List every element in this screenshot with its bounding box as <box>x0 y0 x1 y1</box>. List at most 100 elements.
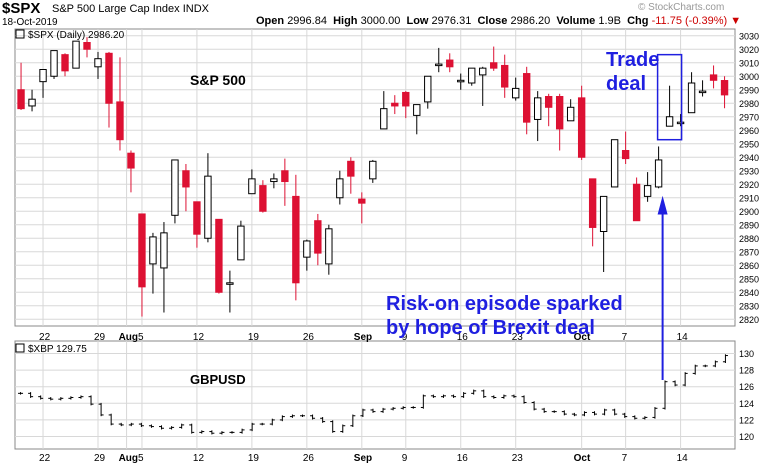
gbp-x-tick: 16 <box>457 453 469 464</box>
candle-body <box>654 159 663 188</box>
gbp-y-tick: 128 <box>739 366 754 376</box>
candle-body <box>643 185 652 197</box>
candle-body <box>116 101 124 141</box>
candle-body <box>204 175 212 239</box>
candle-body <box>281 170 289 183</box>
gbp-x-tick: 7 <box>622 453 628 464</box>
gbp-y-tick: 130 <box>739 349 754 359</box>
candle-body <box>171 159 179 216</box>
candle-body <box>720 80 729 96</box>
price-x-tick: 9 <box>402 332 408 343</box>
price-y-tick: 2850 <box>739 274 759 284</box>
candle-body <box>215 218 223 293</box>
volume-value: 1.9B <box>598 15 621 27</box>
trade-deal-annotation: Trade deal <box>606 48 659 96</box>
candle-body <box>468 67 476 84</box>
candle-body <box>424 75 432 103</box>
candle-body <box>610 139 619 188</box>
price-x-tick: 23 <box>512 332 524 343</box>
price-y-tick: 2960 <box>739 126 759 136</box>
candle-body <box>303 240 311 258</box>
candle-body <box>39 69 47 83</box>
candle-body <box>566 106 575 122</box>
gbp-x-tick: 19 <box>248 453 260 464</box>
candle-body <box>709 74 718 81</box>
price-x-tick: 12 <box>193 332 205 343</box>
candle-body <box>501 64 509 88</box>
candle-body <box>555 96 564 130</box>
trade-deal-box <box>656 53 683 141</box>
candle-body <box>193 201 201 235</box>
spx-legend: $SPX (Daily) 2986.20 <box>28 30 125 41</box>
candle-body <box>226 282 234 285</box>
gbp-panel-label: GBPUSD <box>190 372 246 387</box>
price-y-tick: 3030 <box>739 31 759 41</box>
candle-body <box>413 104 421 116</box>
price-y-tick: 2860 <box>739 261 759 271</box>
gbp-x-tick: 26 <box>303 453 315 464</box>
brexit-annotation: Risk-on episode sparked by hope of Brexi… <box>386 292 623 340</box>
candle-body <box>83 42 91 50</box>
candle-body <box>325 228 333 265</box>
candle-body <box>105 52 113 104</box>
price-y-tick: 2980 <box>739 99 759 109</box>
price-y-tick: 2940 <box>739 153 759 163</box>
candle-body <box>50 50 58 77</box>
candle-body <box>588 178 597 228</box>
gbp-x-tick: Oct <box>574 453 591 464</box>
candle-body <box>358 198 366 204</box>
price-y-tick: 2900 <box>739 207 759 217</box>
candle-body <box>182 170 190 188</box>
candle-body <box>457 79 465 83</box>
candle-body <box>676 121 685 125</box>
high-label: High <box>333 15 358 27</box>
price-x-tick: 7 <box>622 332 628 343</box>
candle-body <box>446 59 454 68</box>
price-y-tick: 2830 <box>739 301 759 311</box>
change-value: -11.75 (-0.39%) <box>651 15 728 27</box>
candle-body <box>248 178 256 195</box>
candle-body <box>512 87 520 99</box>
close-value: 2986.20 <box>510 15 551 27</box>
candle-body <box>160 232 168 269</box>
gbp-x-tick: 12 <box>193 453 205 464</box>
trade-deal-line2: deal <box>606 73 647 95</box>
candle-body <box>61 54 69 72</box>
candle-body <box>138 213 146 288</box>
candle-body <box>687 82 696 114</box>
candle-body <box>698 90 707 94</box>
gbpusd-panel-frame <box>14 340 736 450</box>
legend-swatch-spx <box>15 29 25 39</box>
price-y-tick: 2840 <box>739 288 759 298</box>
candle-body <box>314 220 322 254</box>
candle-body <box>632 183 641 222</box>
candle-body <box>127 152 135 169</box>
gbp-x-tick: Aug <box>119 453 138 464</box>
gbp-x-tick: 5 <box>138 453 144 464</box>
price-y-tick: 2950 <box>739 139 759 149</box>
candle-body <box>17 89 25 110</box>
instrument-name: S&P 500 Large Cap Index INDX <box>52 3 209 15</box>
brexit-arrow-head <box>657 195 668 215</box>
price-x-tick: 5 <box>138 332 144 343</box>
price-y-tick: 2880 <box>739 234 759 244</box>
candle-body <box>577 97 586 158</box>
close-label: Close <box>477 15 508 27</box>
price-y-tick: 2990 <box>739 85 759 95</box>
gbp-x-tick: 23 <box>512 453 524 464</box>
price-x-tick: Sep <box>354 332 372 343</box>
price-y-tick: 2820 <box>739 315 759 325</box>
candle-body <box>237 225 245 261</box>
price-x-tick: 22 <box>39 332 51 343</box>
symbol-title: $SPX <box>2 0 41 17</box>
candle-body <box>402 91 410 107</box>
open-label: Open <box>256 15 285 27</box>
gbp-y-tick: 122 <box>739 415 754 425</box>
candle-body <box>380 108 388 130</box>
price-x-tick: 16 <box>457 332 469 343</box>
price-x-tick: 14 <box>677 332 689 343</box>
candle-body <box>621 150 630 160</box>
price-x-tick: Oct <box>574 332 591 343</box>
candle-body <box>490 62 498 69</box>
price-y-tick: 3000 <box>739 72 759 82</box>
